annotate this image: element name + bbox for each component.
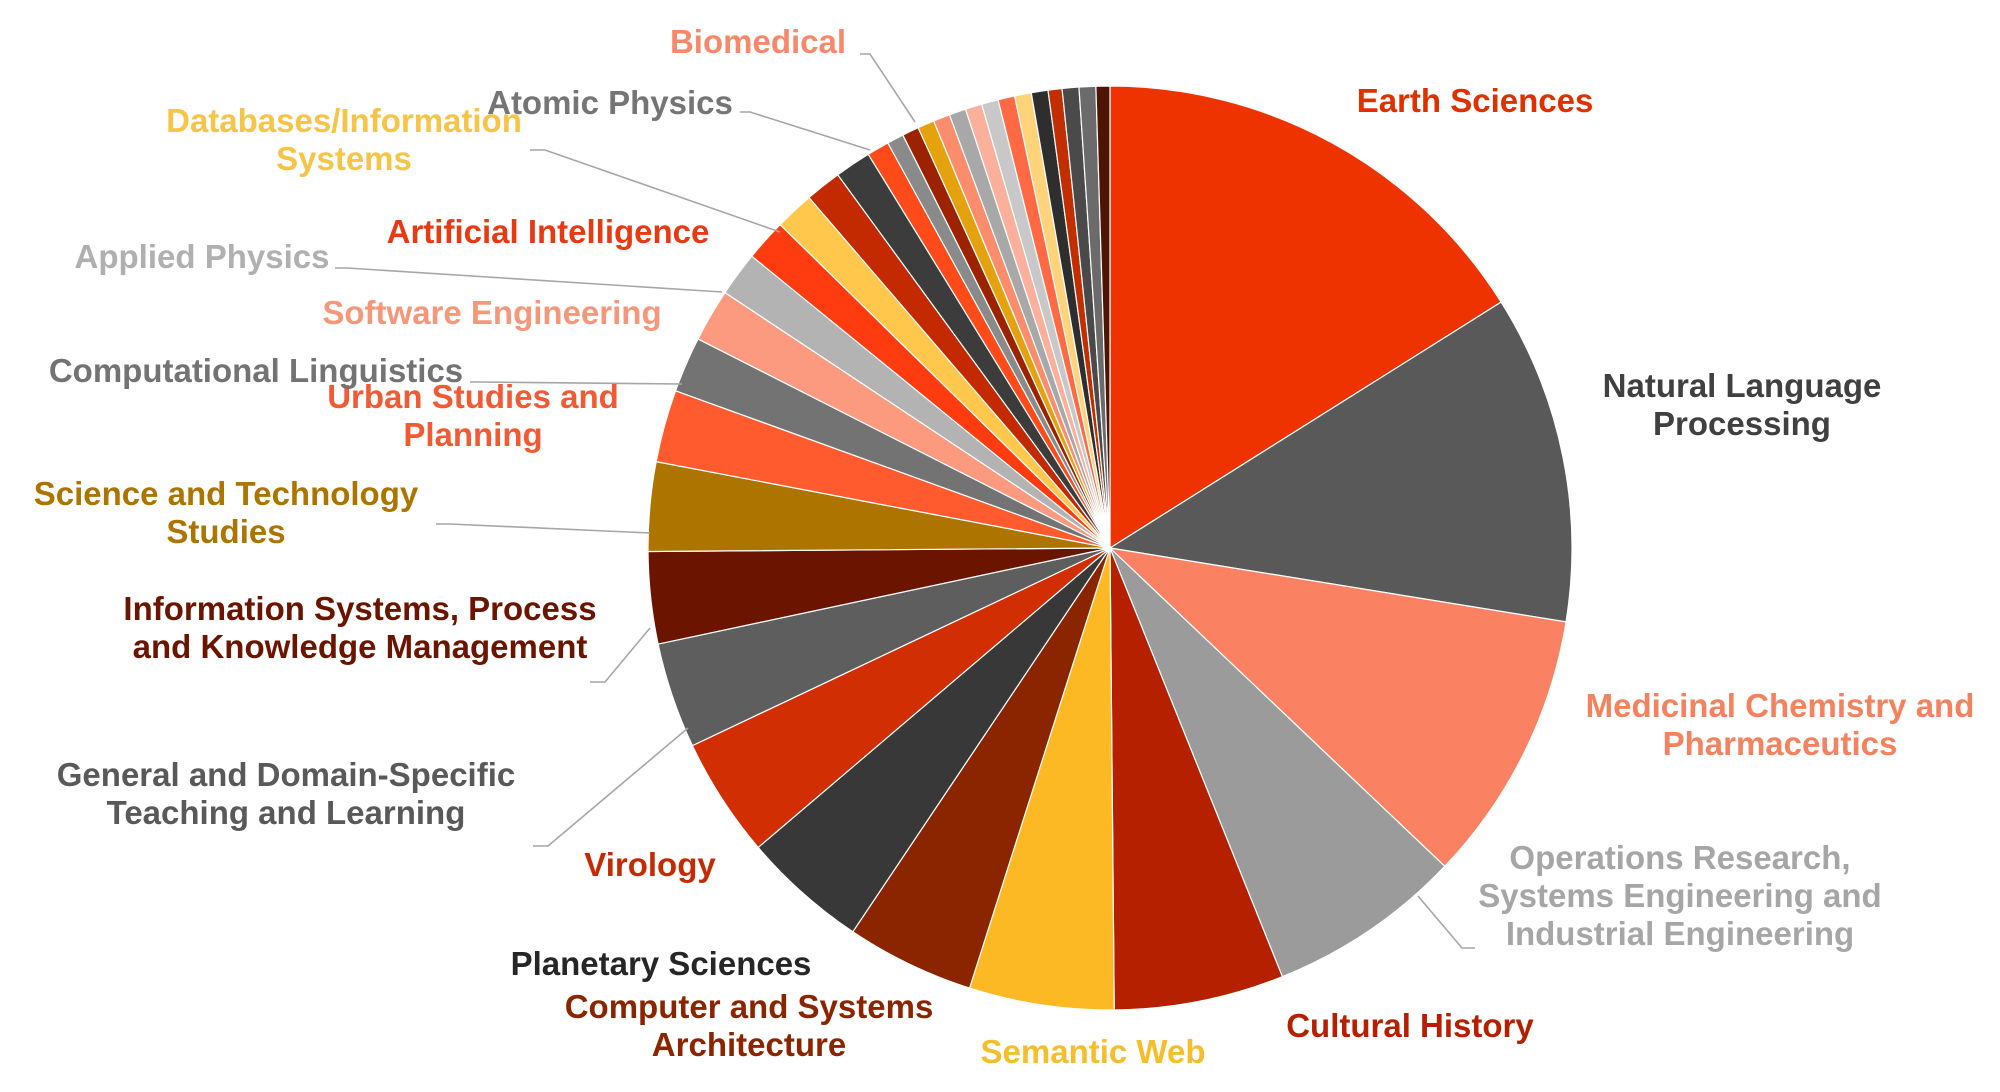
leader-line-general-and-domain-specific-teaching-and-learning (533, 727, 689, 847)
slice-labels: Earth Sciences Natural Language Processing… (34, 23, 1975, 1070)
label-cultural-history: Cultural History (1286, 1007, 1534, 1044)
label-line: Systems (276, 140, 412, 177)
label-line: Information Systems, Process (123, 590, 596, 627)
label-line: Operations Research, (1509, 839, 1850, 876)
label-line: Systems Engineering and (1478, 877, 1881, 914)
label-line: Pharmaceutics (1663, 725, 1898, 762)
label-science-and-technology-studies: Science and Technology Studies (34, 475, 419, 550)
leader-line-biomedical (860, 53, 916, 123)
label-line: Processing (1653, 405, 1831, 442)
pie-slice-medicinal-chemistry-and-pharmaceutics (1108, 547, 1567, 868)
label-computational-linguistics: Computational Linguistics (49, 352, 463, 389)
label-line: and Knowledge Management (133, 628, 588, 665)
label-software-engineering: Software Engineering (322, 294, 661, 331)
label-line: Earth Sciences (1357, 82, 1594, 119)
label-semantic-web: Semantic Web (981, 1033, 1206, 1070)
label-planetary-sciences: Planetary Sciences (511, 945, 812, 982)
label-atomic-physics: Atomic Physics (487, 84, 733, 121)
label-databases-information-systems: Databases/Information Systems (166, 102, 522, 177)
leader-line-computational-linguistics (470, 381, 683, 385)
label-line: Databases/Information (166, 102, 522, 139)
label-line: Computer and Systems (565, 988, 934, 1025)
label-line: Architecture (652, 1026, 846, 1063)
label-earth-sciences: Earth Sciences (1357, 82, 1594, 119)
label-medicinal-chemistry-and-pharmaceutics: Medicinal Chemistry and Pharmaceutics (1586, 687, 1975, 762)
leader-line-atomic-physics (740, 111, 871, 151)
label-line: Studies (166, 513, 285, 550)
label-natural-language-processing: Natural Language Processing (1603, 367, 1882, 442)
label-artificial-intelligence: Artificial Intelligence (387, 213, 710, 250)
leader-line-applied-physics (335, 267, 723, 293)
pie-slice-operations-research-systems-engineering-and-industrial-engineering (1109, 547, 1446, 978)
label-general-and-domain-specific-teaching-and-learning: General and Domain-Specific Teaching and … (57, 756, 515, 831)
pie-slice-earth-sciences (1109, 85, 1502, 550)
label-line: Computational Linguistics (49, 352, 463, 389)
label-line: Teaching and Learning (107, 794, 466, 831)
pie-slice-natural-language-processing (1108, 301, 1573, 623)
label-virology: Virology (584, 846, 716, 883)
leader-line-databases-information-systems (530, 149, 781, 233)
label-line: Biomedical (670, 23, 846, 60)
label-line: Atomic Physics (487, 84, 733, 121)
label-computer-and-systems-architecture: Computer and Systems Architecture (565, 988, 934, 1063)
label-applied-physics: Applied Physics (75, 238, 330, 275)
label-line: Urban Studies and (327, 378, 619, 415)
label-line: Industrial Engineering (1506, 915, 1854, 952)
pie-slice-semantic-web (968, 547, 1115, 1011)
label-urban-studies-and-planning: Urban Studies and Planning (327, 378, 619, 453)
label-line: General and Domain-Specific (57, 756, 515, 793)
label-line: Semantic Web (981, 1033, 1206, 1070)
pie-slice-cultural-history (1109, 547, 1284, 1011)
pie-slice-35 (1095, 85, 1111, 549)
leader-line-science-and-technology-studies (436, 523, 651, 534)
label-line: Virology (584, 846, 716, 883)
label-line: Artificial Intelligence (387, 213, 710, 250)
label-line: Planetary Sciences (511, 945, 812, 982)
label-line: Planning (403, 416, 542, 453)
leader-line-operations-research-systems-engineering-and-industrial-engineering (1417, 895, 1475, 949)
label-line: Software Engineering (322, 294, 661, 331)
label-line: Natural Language (1603, 367, 1882, 404)
label-line: Cultural History (1286, 1007, 1534, 1044)
label-line: Science and Technology (34, 475, 419, 512)
label-operations-research-systems-engineering-and-industrial-engineering: Operations Research, Systems Engineering … (1478, 839, 1881, 952)
label-information-systems-process-and-knowledge-management: Information Systems, Process and Knowledg… (123, 590, 596, 665)
label-line: Applied Physics (75, 238, 330, 275)
pie-slices (647, 85, 1573, 1011)
leader-line-information-systems-process-and-knowledge-management (590, 627, 651, 683)
leader-lines (335, 53, 1475, 949)
label-biomedical: Biomedical (670, 23, 846, 60)
label-line: Medicinal Chemistry and (1586, 687, 1975, 724)
